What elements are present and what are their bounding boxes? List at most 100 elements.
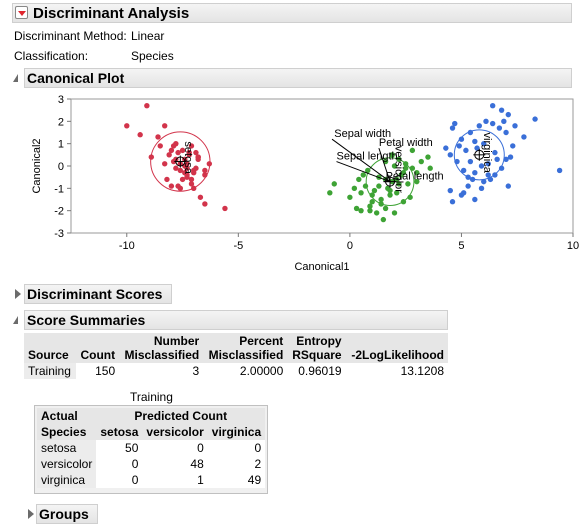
report-header-bar: [12, 3, 572, 23]
data-point: [162, 123, 168, 129]
data-point: [463, 147, 469, 154]
data-point: [425, 154, 431, 160]
data-point: [476, 123, 482, 129]
groups-title[interactable]: Groups: [39, 506, 89, 522]
data-point: [503, 156, 509, 162]
report-title: Discriminant Analysis: [33, 5, 190, 22]
y-tick-label: 2: [58, 116, 64, 128]
data-point: [510, 143, 516, 149]
data-point: [358, 190, 364, 196]
data-point: [414, 178, 420, 185]
method-label: Discriminant Method:: [14, 29, 127, 43]
data-point: [496, 125, 503, 131]
disclosure-open-icon[interactable]: [13, 316, 18, 324]
data-point: [380, 216, 387, 223]
disclosure-closed-icon[interactable]: [28, 509, 34, 519]
y-tick-label: 3: [58, 94, 64, 106]
data-point: [347, 194, 353, 200]
matrix-cell: 48: [190, 457, 204, 471]
training-matrix-table: Actual Predicted Count Species setosa ve…: [37, 408, 266, 488]
discriminant-scores-header-bar: [24, 284, 172, 304]
matrix-cell: 0: [131, 457, 139, 471]
row-species: virginica: [37, 472, 97, 488]
data-point: [483, 118, 489, 125]
data-point: [168, 183, 175, 189]
biplot-ray-label: Sepal length: [337, 150, 398, 162]
data-point: [400, 170, 407, 176]
data-point: [418, 158, 424, 165]
data-point: [202, 167, 208, 174]
red-triangle-menu-icon[interactable]: [15, 6, 28, 19]
data-point: [124, 123, 130, 129]
data-point: [492, 149, 498, 156]
confidence-circle: [453, 129, 505, 181]
data-point: [358, 207, 364, 214]
data-point: [188, 181, 195, 187]
canonical-plot-title[interactable]: Canonical Plot: [27, 70, 125, 86]
x-tick-label: 5: [458, 240, 464, 252]
data-point: [195, 156, 201, 162]
data-point: [472, 170, 478, 176]
data-point: [331, 181, 337, 187]
data-point: [478, 163, 485, 169]
data-point: [447, 187, 453, 194]
data-point: [378, 196, 384, 203]
data-point: [391, 163, 398, 169]
series-virginica: [443, 103, 563, 205]
x-tick-label: -10: [119, 240, 135, 252]
data-point: [387, 187, 393, 194]
discriminant-scores-title[interactable]: Discriminant Scores: [27, 286, 163, 302]
data-point: [170, 143, 177, 149]
data-point: [206, 161, 213, 167]
data-point: [489, 120, 496, 127]
data-point: [365, 167, 371, 174]
score-summaries-header-bar: [24, 310, 448, 330]
col-source-header: Source: [24, 333, 76, 363]
y-tick-label: -3: [54, 228, 64, 240]
row-species: versicolor: [37, 456, 97, 472]
data-point: [494, 156, 500, 162]
classification-value: Species: [131, 49, 174, 63]
data-point: [371, 187, 378, 194]
canonical-plot-header-bar: [24, 68, 572, 88]
data-point: [394, 190, 400, 196]
score-summary-table: Source Count Number Misclassified Percent…: [24, 333, 448, 379]
data-point: [389, 152, 395, 158]
col-virginica-header: virginica: [207, 424, 266, 440]
data-point: [202, 201, 208, 207]
confidence-circle: [365, 157, 415, 207]
data-point: [498, 107, 505, 113]
data-point: [369, 199, 375, 205]
disclosure-closed-icon[interactable]: [15, 289, 21, 299]
data-point: [485, 161, 491, 167]
col-setosa-header: setosa: [96, 424, 143, 440]
data-point: [367, 207, 373, 214]
actual-header: Actual: [37, 408, 97, 424]
disclosure-open-icon[interactable]: [13, 74, 18, 82]
col-pct-misclassified-header: Percent Misclassified: [203, 333, 288, 363]
data-point: [184, 165, 190, 171]
row-species: setosa: [37, 440, 97, 456]
groups-header-bar: [36, 504, 98, 524]
data-point: [485, 172, 491, 178]
data-point: [489, 103, 496, 109]
data-point: [503, 129, 509, 136]
data-point: [394, 176, 400, 183]
data-point: [327, 190, 333, 196]
data-point: [376, 183, 382, 189]
data-point: [137, 132, 143, 138]
data-point: [197, 194, 204, 200]
data-point: [193, 149, 199, 156]
score-summaries-title[interactable]: Score Summaries: [27, 312, 146, 328]
data-point: [481, 178, 487, 185]
data-point: [184, 174, 190, 180]
data-point: [405, 181, 411, 187]
data-point: [478, 185, 485, 192]
data-point: [166, 152, 172, 158]
col-count-header: Count: [75, 333, 120, 363]
data-point: [387, 192, 393, 198]
data-point: [164, 176, 170, 183]
col-versicolor-header: versicolor: [142, 424, 208, 440]
species-header: Species: [37, 424, 97, 440]
data-point: [460, 167, 467, 174]
